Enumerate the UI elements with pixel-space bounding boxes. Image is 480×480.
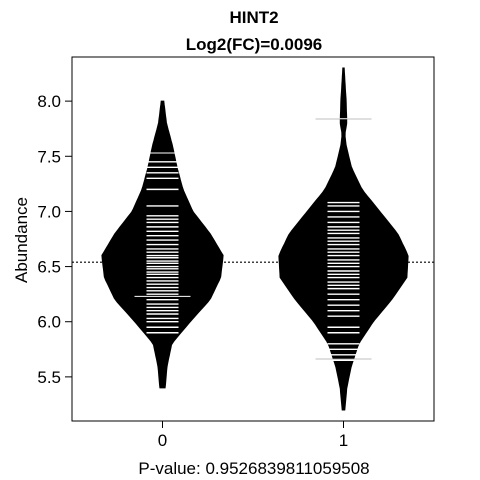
chart-subtitle: Log2(FC)=0.0096 — [186, 35, 323, 54]
y-axis-label: Abundance — [12, 197, 31, 283]
x-tick-label-1: 1 — [339, 431, 348, 450]
x-tick-label-0: 0 — [158, 431, 167, 450]
y-tick-label-6.5: 6.5 — [37, 258, 61, 277]
bean-1 — [278, 67, 409, 411]
bean-layer — [72, 67, 434, 411]
y-tick-label-8.0: 8.0 — [37, 92, 61, 111]
y-tick-label-7.0: 7.0 — [37, 202, 61, 221]
y-tick-label-5.5: 5.5 — [37, 368, 61, 387]
chart-title: HINT2 — [229, 8, 278, 27]
x-axis-label: P-value: 0.9526839811059508 — [138, 459, 369, 478]
y-tick-label-6.0: 6.0 — [37, 313, 61, 332]
plot-frame — [71, 56, 435, 422]
axis-ticks: 0 1 5.5 6.0 6.5 7.0 7.5 8.0 — [37, 92, 348, 450]
y-tick-label-7.5: 7.5 — [37, 147, 61, 166]
